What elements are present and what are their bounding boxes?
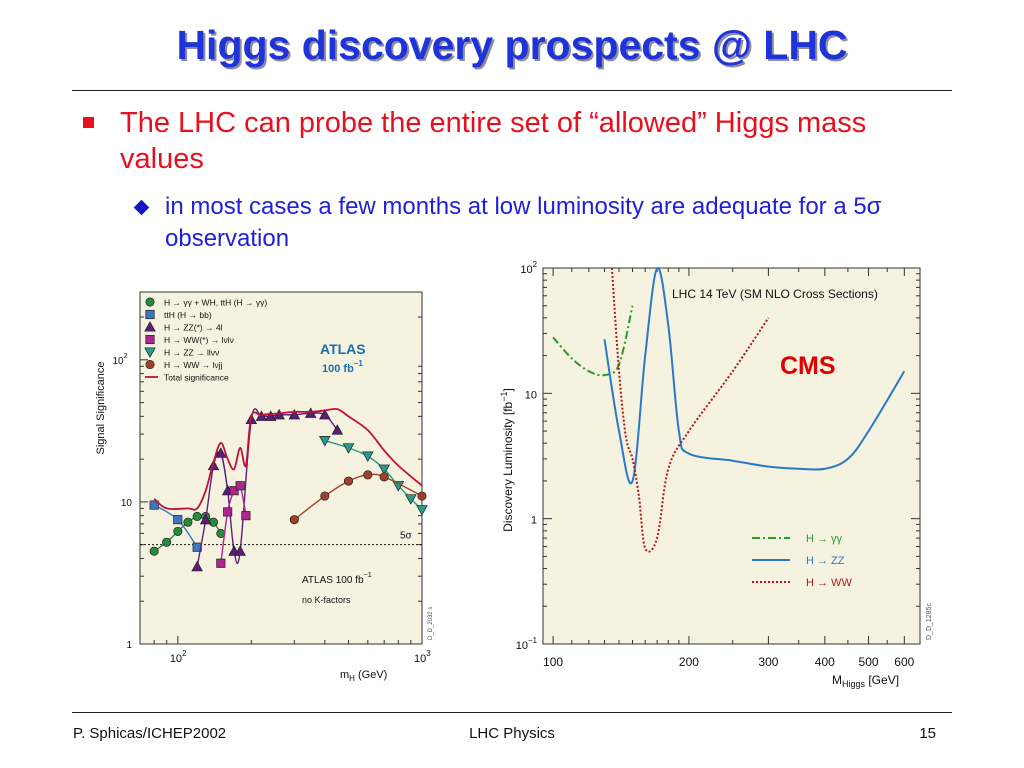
atlas-data-point [319,436,331,447]
atlas-legend-label: Total significance [164,373,229,383]
atlas-y-axis-label: Signal Significance [95,362,107,455]
atlas-x-axis-label: mH (GeV) [340,669,387,683]
cms-plot-area [542,267,921,645]
atlas-5sigma-label: 5σ [400,531,413,542]
atlas-legend-marker [144,321,156,332]
atlas-y-tick-label: 10 [121,498,133,509]
bullet-square-icon [83,117,94,128]
cms-legend-label: H → γγ [806,533,843,545]
atlas-data-point [362,451,374,463]
atlas-data-point [149,500,159,510]
atlas-data-point [216,558,226,568]
atlas-data-point [379,472,389,482]
atlas-data-point [229,486,239,496]
footer-page-number: 15 [919,725,936,742]
atlas-data-point [416,505,428,516]
cms-x-tick-label: 500 [859,655,879,669]
atlas-x-tick-label: 102 [170,649,187,665]
cms-figure-id: D_D_1285c [926,603,933,640]
footer-course: LHC Physics [469,725,555,742]
atlas-y-tick-label: 1 [126,640,132,651]
atlas-figure-id: D_D_2032 s [428,607,434,640]
atlas-legend-marker [145,359,155,370]
cms-x-tick-label: 200 [679,655,699,669]
atlas-data-point [343,476,354,486]
cms-chart-title: LHC 14 TeV (SM NLO Cross Sections) [672,287,878,301]
atlas-legend-label: H → ZZ → llνν [164,348,219,358]
cms-y-tick-label: 10−1 [516,636,538,652]
atlas-data-point [320,491,330,501]
atlas-data-point [235,481,245,491]
atlas-data-point [215,447,227,458]
atlas-data-point [288,408,301,420]
atlas-plot-area [139,291,423,645]
cms-y-tick-label: 1 [531,515,537,527]
slide-title: Higgs discovery prospects @ LHC [176,22,848,68]
atlas-data-point [162,537,172,547]
footer-author: P. Sphicas/ICHEP2002 [73,725,227,742]
cms-y-axis-label: Discovery Luminosity [fb−1] [499,388,515,532]
cms-legend-label: H → ZZ [806,555,845,567]
atlas-data-point [392,481,405,492]
atlas-data-point [417,491,427,501]
atlas-data-point [255,410,268,421]
atlas-series-line-6 [153,407,423,511]
atlas-x-tick-label: 103 [414,649,431,665]
atlas-note-line2: no K-factors [302,595,351,605]
atlas-luminosity-label: 100 fb−1 [322,359,363,375]
atlas-legend-label: H → WW(*) → lνlν [164,335,234,345]
atlas-data-point [149,546,159,556]
atlas-experiment-label: ATLAS [320,341,366,357]
atlas-legend-label: H → WW → lνjj [164,360,223,370]
atlas-legend-marker [145,334,155,345]
cms-x-tick-label: 600 [894,655,914,669]
atlas-legend-marker [145,297,155,307]
cms-x-tick-label: 300 [758,655,778,669]
atlas-legend-marker [144,347,156,358]
atlas-data-point [319,408,331,420]
atlas-data-point [363,470,373,480]
atlas-legend-label: ttH (H → bb) [164,310,212,320]
cms-y-tick-label: 102 [520,260,537,276]
cms-legend-label: H → WW [806,577,852,589]
cms-x-axis-label: MHiggs [GeV] [832,673,899,689]
atlas-data-point [223,507,233,517]
cms-x-tick-label: 400 [815,655,835,669]
atlas-data-point [264,410,277,421]
atlas-data-point [199,513,212,525]
footer-divider [72,712,952,713]
atlas-data-point [378,464,390,476]
atlas-data-point [241,511,251,521]
cms-x-tick-label: 100 [543,655,563,669]
atlas-legend-label: H → γγ + WH, ttH (H → γγ) [164,298,267,308]
atlas-note-line1: ATLAS 100 fb−1 [302,570,372,586]
atlas-legend-marker [145,309,155,320]
atlas-y-tick-label: 102 [112,351,127,367]
atlas-legend-label: H → ZZ(*) → 4l [164,323,223,333]
cms-y-tick-label: 10 [525,389,537,401]
atlas-data-point [183,517,193,527]
atlas-data-point [331,424,344,435]
atlas-data-point [173,526,183,536]
atlas-data-point [191,560,203,572]
atlas-data-point [234,545,246,556]
bullet-main: The LHC can probe the entire set of “all… [120,107,867,175]
cms-series-line-2 [610,267,770,553]
atlas-data-point [342,443,355,454]
atlas-data-point [405,494,417,505]
atlas-data-point [289,515,299,525]
cms-experiment-label: CMS [780,352,836,380]
atlas-data-point [173,515,183,525]
bullet-sub: in most cases a few months at low lumino… [165,193,882,252]
title-divider [72,90,952,91]
